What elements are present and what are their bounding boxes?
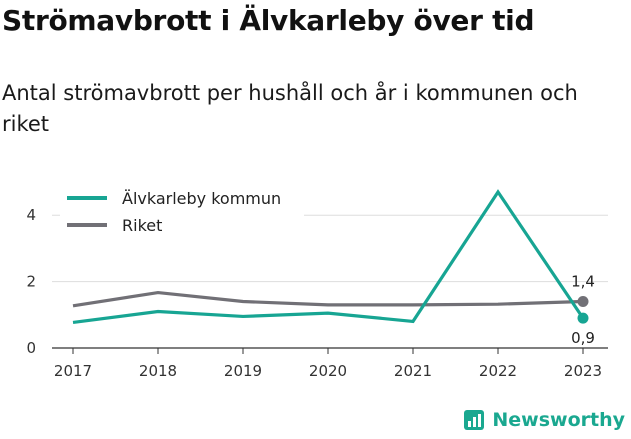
data-label: 1,4	[571, 273, 595, 291]
series-line	[72, 189, 585, 325]
y-tick-label: 0	[26, 339, 36, 357]
x-tick-label: 2018	[139, 362, 177, 380]
data-labels: 1,4 0,9	[571, 273, 595, 348]
y-tick-label: 4	[26, 206, 36, 224]
x-tick-label: 2022	[479, 362, 517, 380]
y-axis: 0 2 4	[26, 206, 36, 357]
y-tick-label: 2	[26, 273, 36, 291]
legend: Älvkarleby kommun Riket	[60, 184, 304, 242]
brand-name: Newsworthy	[492, 409, 625, 431]
series-end-markers	[577, 296, 589, 324]
chart-subtitle: Antal strömavbrott per hushåll och år i …	[2, 81, 578, 136]
newsworthy-icon	[464, 410, 485, 430]
x-tick-label: 2021	[394, 362, 432, 380]
data-label: 0,9	[571, 329, 595, 347]
end-point-marker	[577, 312, 589, 324]
x-tick-label: 2017	[54, 362, 92, 380]
legend-label: Älvkarleby kommun	[122, 189, 281, 208]
legend-label: Riket	[122, 216, 162, 235]
x-axis: 2017 2018 2019 2020 2021 2022 2023	[52, 347, 608, 380]
x-tick-label: 2020	[309, 362, 347, 380]
series-line	[72, 290, 584, 308]
chart-title: Strömavbrott i Älvkarleby över tid	[2, 4, 535, 37]
newsworthy-logo: Newsworthy	[463, 409, 625, 431]
end-point-marker	[577, 296, 589, 308]
series-lines	[72, 189, 585, 325]
x-tick-label: 2019	[224, 362, 262, 380]
x-tick-label: 2023	[564, 362, 602, 380]
legend-background	[60, 184, 304, 242]
